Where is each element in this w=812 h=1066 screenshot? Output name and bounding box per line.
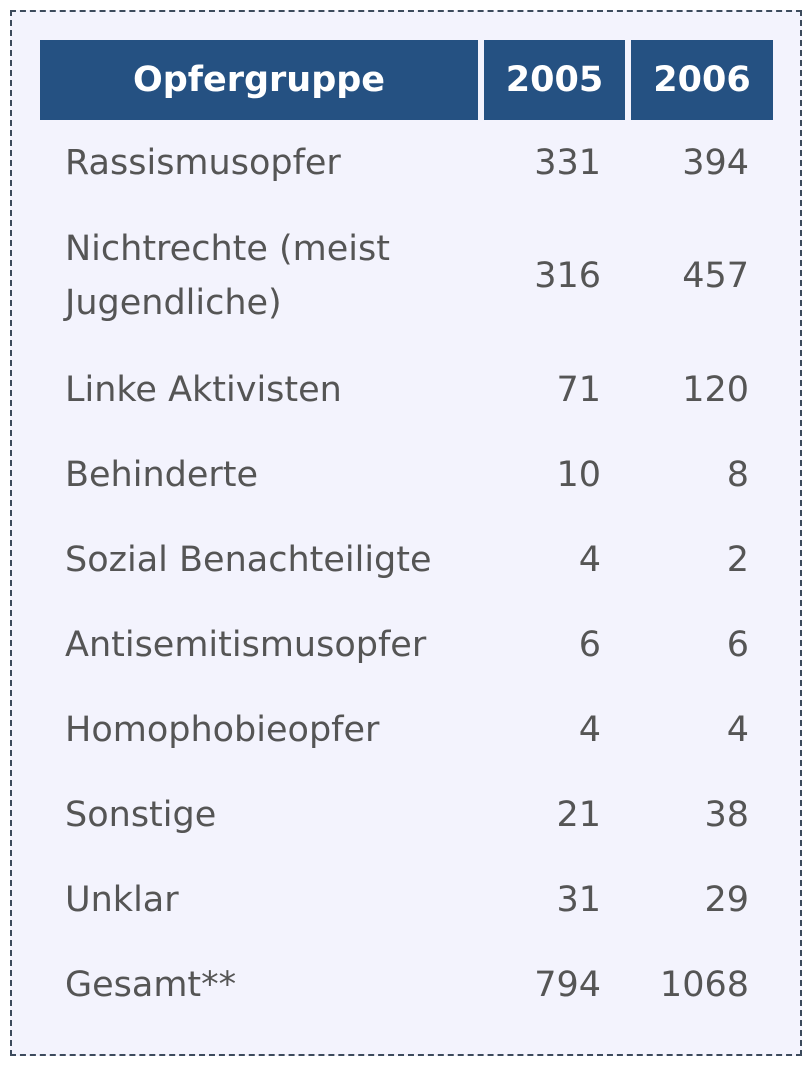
row-label: Unklar (65, 879, 179, 920)
table-row: Rassismusopfer 331 394 (40, 120, 773, 205)
row-label: Rassismusopfer (65, 142, 341, 183)
row-label: Linke Aktivisten (65, 369, 342, 410)
table-row: Behinderte 10 8 (40, 432, 773, 517)
table-row-total: Gesamt** 794 1068 (40, 942, 773, 1027)
value-2005: 4 (578, 539, 601, 580)
table-row: Nichtrechte (meist Jugendliche) 316 457 (40, 205, 773, 347)
table-row: Sonstige 21 38 (40, 772, 773, 857)
value-2005: 21 (556, 794, 601, 835)
value-2006: 2 (726, 539, 749, 580)
value-2006: 1068 (659, 964, 749, 1005)
value-2005: 4 (578, 709, 601, 750)
table-panel: Opfergruppe 2005 2006 Rassismusopfer 331… (10, 10, 802, 1056)
row-label: Sozial Benachteiligte (65, 539, 432, 580)
row-label: Gesamt** (65, 964, 237, 1005)
value-2005: 6 (578, 624, 601, 665)
value-2005: 31 (556, 879, 601, 920)
value-2006: 8 (726, 454, 749, 495)
value-2006: 457 (682, 256, 749, 296)
column-header-2005: 2005 (484, 40, 625, 120)
table-row: Antisemitismusopfer 6 6 (40, 602, 773, 687)
value-2005: 71 (556, 369, 601, 410)
value-2005: 794 (534, 964, 601, 1005)
value-2005: 316 (534, 256, 601, 296)
row-label: Behinderte (65, 454, 259, 495)
value-2006: 6 (726, 624, 749, 665)
table-row: Sozial Benachteiligte 4 2 (40, 517, 773, 602)
table-header-row: Opfergruppe 2005 2006 (40, 40, 773, 120)
row-label: Antisemitismusopfer (65, 624, 427, 665)
value-2005: 10 (556, 454, 601, 495)
value-2006: 120 (682, 369, 749, 410)
value-2006: 394 (682, 142, 749, 183)
value-2006: 4 (726, 709, 749, 750)
value-2005: 331 (534, 142, 601, 183)
column-header-2006: 2006 (631, 40, 773, 120)
table-row: Linke Aktivisten 71 120 (40, 347, 773, 432)
value-2006: 38 (704, 794, 749, 835)
table-row: Homophobieopfer 4 4 (40, 687, 773, 772)
table-row: Unklar 31 29 (40, 857, 773, 942)
row-label: Sonstige (65, 794, 217, 835)
row-label: Nichtrechte (meist Jugendliche) (65, 229, 390, 323)
victim-groups-table: Opfergruppe 2005 2006 Rassismusopfer 331… (34, 40, 779, 1027)
column-header-opfergruppe: Opfergruppe (40, 40, 478, 120)
row-label: Homophobieopfer (65, 709, 380, 750)
value-2006: 29 (704, 879, 749, 920)
